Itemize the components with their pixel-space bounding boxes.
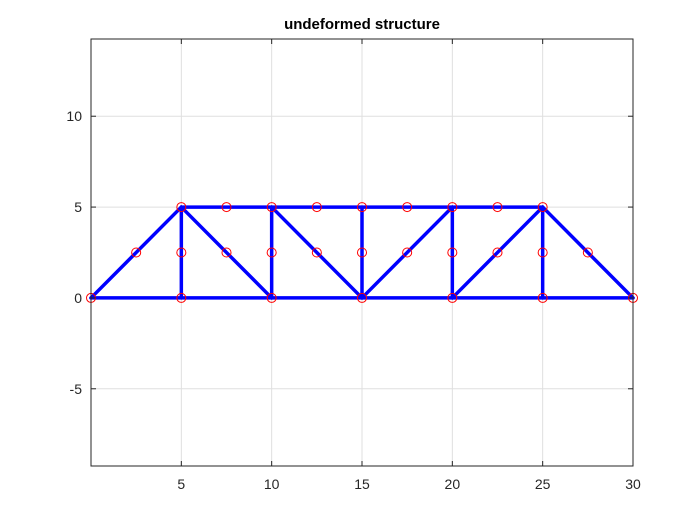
node-marker (537, 202, 548, 213)
node-marker (537, 292, 548, 303)
truss-member (179, 205, 274, 300)
node-marker (357, 292, 367, 303)
node-marker (311, 202, 322, 213)
truss-member (89, 205, 184, 300)
node-marker (176, 202, 187, 213)
axis-ticks (91, 39, 634, 466)
node-marker (357, 247, 367, 258)
node-marker (447, 247, 458, 258)
node-marker (176, 292, 187, 303)
y-tick-label: -5 (70, 381, 83, 397)
node-marker (492, 202, 503, 213)
node-marker (447, 292, 458, 303)
node-marker (221, 202, 232, 213)
node-marker (176, 247, 187, 258)
node-marker (266, 202, 277, 213)
x-tick-label: 5 (177, 476, 185, 492)
node-marker (537, 247, 548, 258)
node-marker (582, 247, 593, 258)
x-tick-label: 25 (535, 476, 551, 492)
tick-labels: 5 10 15 20 25 30 -5 0 5 10 (66, 108, 641, 492)
chart-title: undeformed structure (284, 16, 440, 33)
node-marker (402, 247, 413, 258)
y-tick-label: 0 (74, 290, 82, 306)
node-marker (221, 247, 232, 258)
node-marker (402, 202, 413, 213)
node-marker (131, 247, 142, 258)
node-marker (311, 247, 322, 258)
truss-member (360, 205, 455, 300)
node-marker (266, 247, 277, 258)
y-tick-label: 5 (74, 199, 82, 215)
x-tick-label: 30 (625, 476, 641, 492)
x-tick-label: 10 (264, 476, 280, 492)
node-marker (266, 292, 277, 303)
truss-member (450, 205, 545, 300)
truss-members (89, 205, 635, 300)
node-marker (357, 202, 367, 213)
node-marker (492, 247, 503, 258)
y-tick-label: 10 (66, 108, 82, 124)
truss-member (540, 205, 635, 300)
x-tick-label: 15 (354, 476, 370, 492)
x-tick-label: 20 (445, 476, 461, 492)
truss-member (269, 205, 364, 300)
node-marker (447, 202, 458, 213)
truss-nodes (86, 202, 638, 303)
